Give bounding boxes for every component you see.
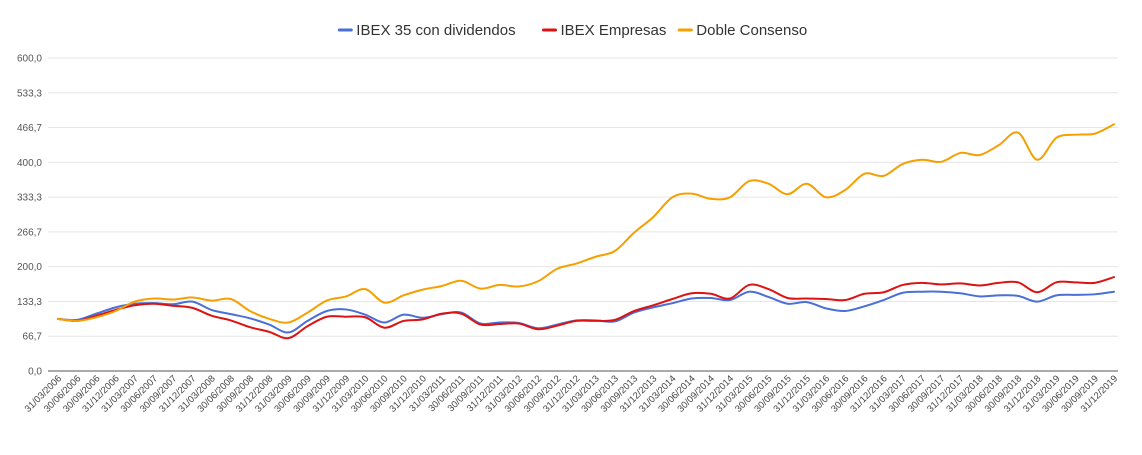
y-tick-label: 266,7 xyxy=(17,227,42,238)
legend: IBEX 35 con dividendos IBEX Empresas Doble… xyxy=(337,22,807,39)
y-tick-label: 466,7 xyxy=(17,123,42,134)
x-axis: 31/03/200630/06/200630/09/200631/12/2006… xyxy=(23,373,1120,414)
gridlines xyxy=(48,57,1118,372)
legend-label-doble-consenso: Doble Consenso xyxy=(696,22,807,39)
y-tick-label: 200,0 xyxy=(17,262,42,273)
y-axis: 0,0 66,7 133,3 200,0 266,7 333,3 400,0 466,7 533… xyxy=(17,54,42,378)
series-lines xyxy=(57,123,1115,340)
series-line-ibex-empresas xyxy=(57,276,1115,340)
series-line-ibex-35-con-dividendos xyxy=(57,290,1115,334)
legend-label-ibex-empresas: IBEX Empresas xyxy=(561,22,667,39)
y-tick-label: 0,0 xyxy=(28,367,42,378)
y-tick-label: 400,0 xyxy=(17,158,42,169)
y-tick-label: 533,3 xyxy=(17,88,42,99)
y-tick-label: 600,0 xyxy=(17,54,42,65)
y-tick-label: 333,3 xyxy=(17,193,42,204)
y-tick-label: 133,3 xyxy=(17,297,42,308)
legend-label-ibex-35-con-dividendos: IBEX 35 con dividendos xyxy=(356,22,515,39)
series-line-doble-consenso xyxy=(57,123,1115,324)
y-tick-label: 66,7 xyxy=(23,332,43,343)
